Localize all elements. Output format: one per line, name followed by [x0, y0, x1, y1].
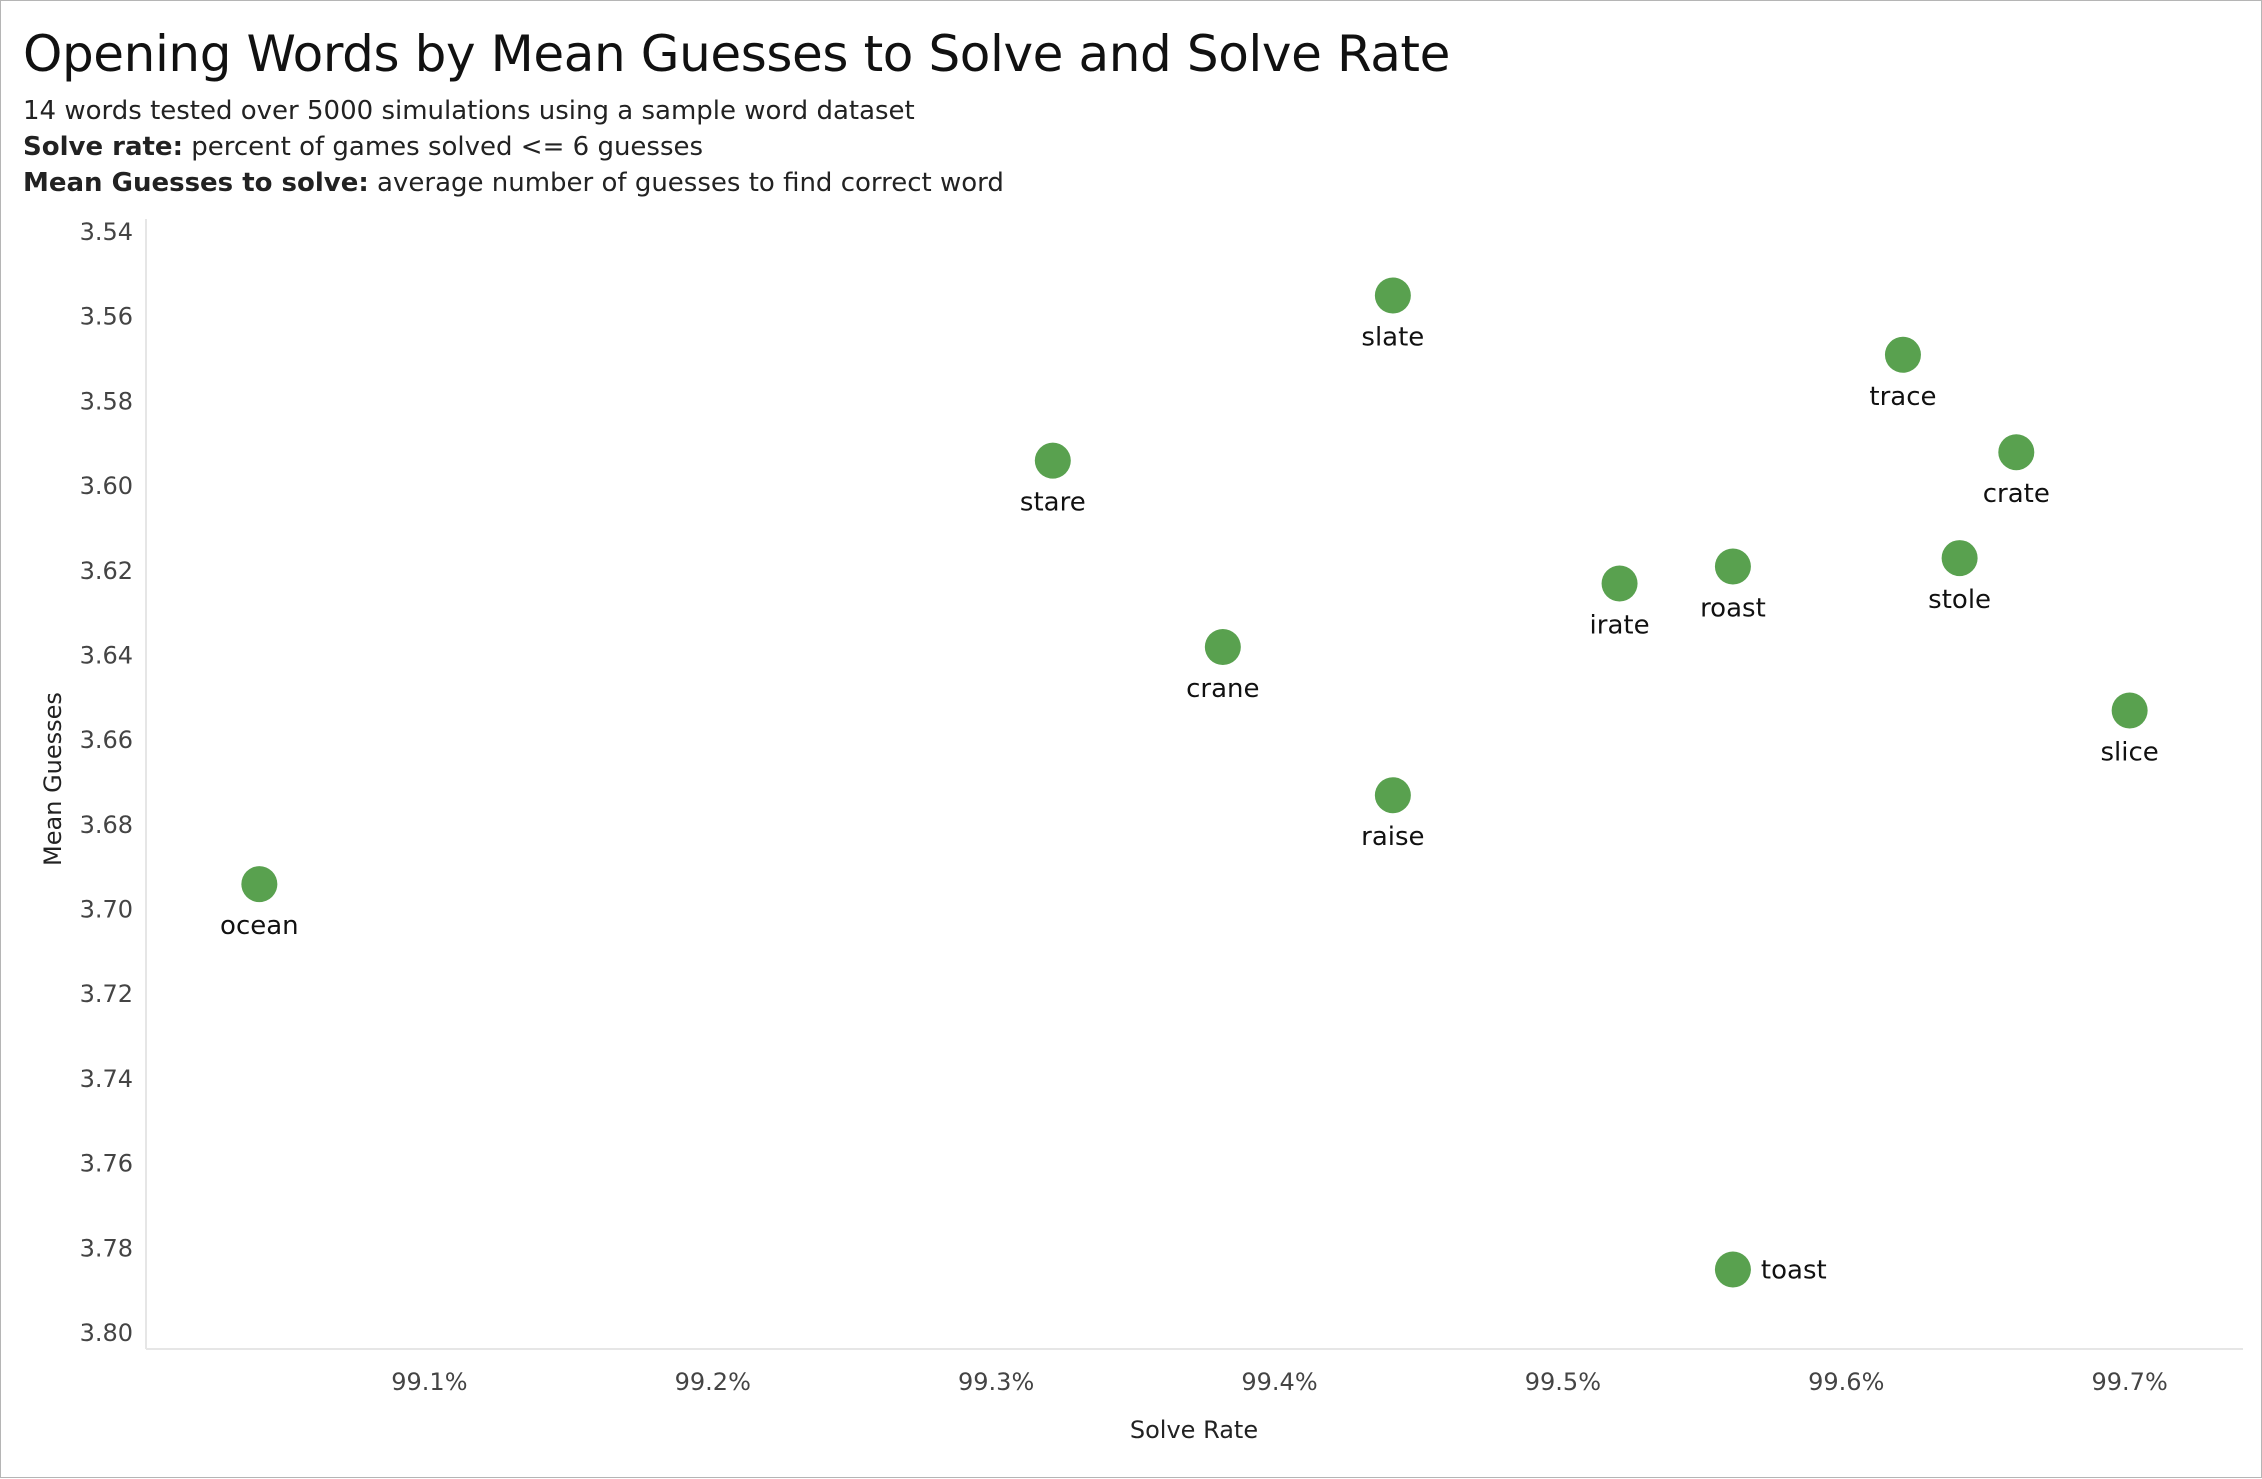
solve-rate-definition: Solve rate: percent of games solved <= 6…	[23, 129, 1450, 165]
chart-subtitle: 14 words tested over 5000 simulations us…	[23, 96, 915, 126]
mean-guesses-term: Mean Guesses to solve:	[23, 168, 369, 198]
point-label-slate: slate	[1361, 323, 1424, 353]
x-tick-label: 99.3%	[958, 1368, 1034, 1396]
y-tick-label: 3.78	[80, 1234, 133, 1262]
point-label-roast: roast	[1700, 594, 1766, 624]
x-tick-label: 99.6%	[1808, 1368, 1884, 1396]
y-axis-title: Mean Guesses	[39, 692, 67, 866]
y-tick-label: 3.72	[80, 980, 133, 1008]
x-tick-label: 99.5%	[1525, 1368, 1601, 1396]
data-point-roast	[1714, 548, 1751, 585]
y-tick-label: 3.66	[80, 726, 133, 754]
data-point-stare	[1034, 442, 1071, 479]
data-point-stole	[1941, 540, 1978, 577]
axes: 3.54 3.56 3.58 3.60 3.62 3.64 3.66 3.68 3.70 3.72…	[80, 218, 2243, 1396]
point-label-stare: stare	[1020, 488, 1086, 518]
x-tick-label: 99.4%	[1241, 1368, 1317, 1396]
y-tick-label: 3.56	[80, 303, 133, 331]
mean-guesses-definition: Mean Guesses to solve: average number of…	[23, 165, 1450, 201]
y-tick-label: 3.68	[80, 811, 133, 839]
y-tick-label: 3.64	[80, 641, 133, 669]
x-tick-label: 99.1%	[391, 1368, 467, 1396]
y-tick-label: 3.60	[80, 472, 133, 500]
y-tick-label: 3.62	[80, 557, 133, 585]
data-point-raise	[1374, 777, 1411, 814]
data-point-crane	[1204, 628, 1241, 665]
point-label-toast: toast	[1761, 1255, 1827, 1285]
x-axis-title: Solve Rate	[1130, 1416, 1258, 1444]
y-tick-label: 3.74	[80, 1065, 133, 1093]
y-tick-label: 3.54	[80, 218, 133, 246]
solve-rate-text: percent of games solved <= 6 guesses	[182, 132, 704, 162]
chart-title: Opening Words by Mean Guesses to Solve a…	[23, 25, 1450, 83]
y-tick-label: 3.80	[80, 1319, 133, 1347]
point-label-ocean: ocean	[220, 911, 299, 941]
x-tick-label: 99.7%	[2092, 1368, 2168, 1396]
point-label-crate: crate	[1983, 479, 2050, 509]
data-point-crate	[1998, 434, 2035, 471]
solve-rate-term: Solve rate:	[23, 132, 183, 162]
chart-header: Opening Words by Mean Guesses to Solve a…	[23, 25, 1450, 201]
point-label-stole: stole	[1928, 585, 1991, 615]
data-points: ocean stare crane slate raise irate roast toast…	[220, 277, 2159, 1288]
y-tick-label: 3.76	[80, 1150, 133, 1178]
data-point-ocean	[241, 866, 278, 903]
data-point-trace	[1884, 336, 1921, 373]
data-point-slice	[2111, 692, 2148, 729]
y-tick-label: 3.58	[80, 387, 133, 415]
point-label-raise: raise	[1361, 822, 1424, 852]
y-tick-label: 3.70	[80, 896, 133, 924]
mean-guesses-text: average number of guesses to find correc…	[368, 168, 1004, 198]
x-tick-label: 99.2%	[675, 1368, 751, 1396]
point-label-irate: irate	[1590, 610, 1650, 640]
point-label-slice: slice	[2101, 738, 2159, 768]
point-label-trace: trace	[1869, 382, 1936, 412]
data-point-toast	[1714, 1251, 1751, 1288]
point-label-crane: crane	[1186, 674, 1259, 704]
data-point-irate	[1601, 565, 1638, 602]
data-point-slate	[1374, 277, 1411, 314]
